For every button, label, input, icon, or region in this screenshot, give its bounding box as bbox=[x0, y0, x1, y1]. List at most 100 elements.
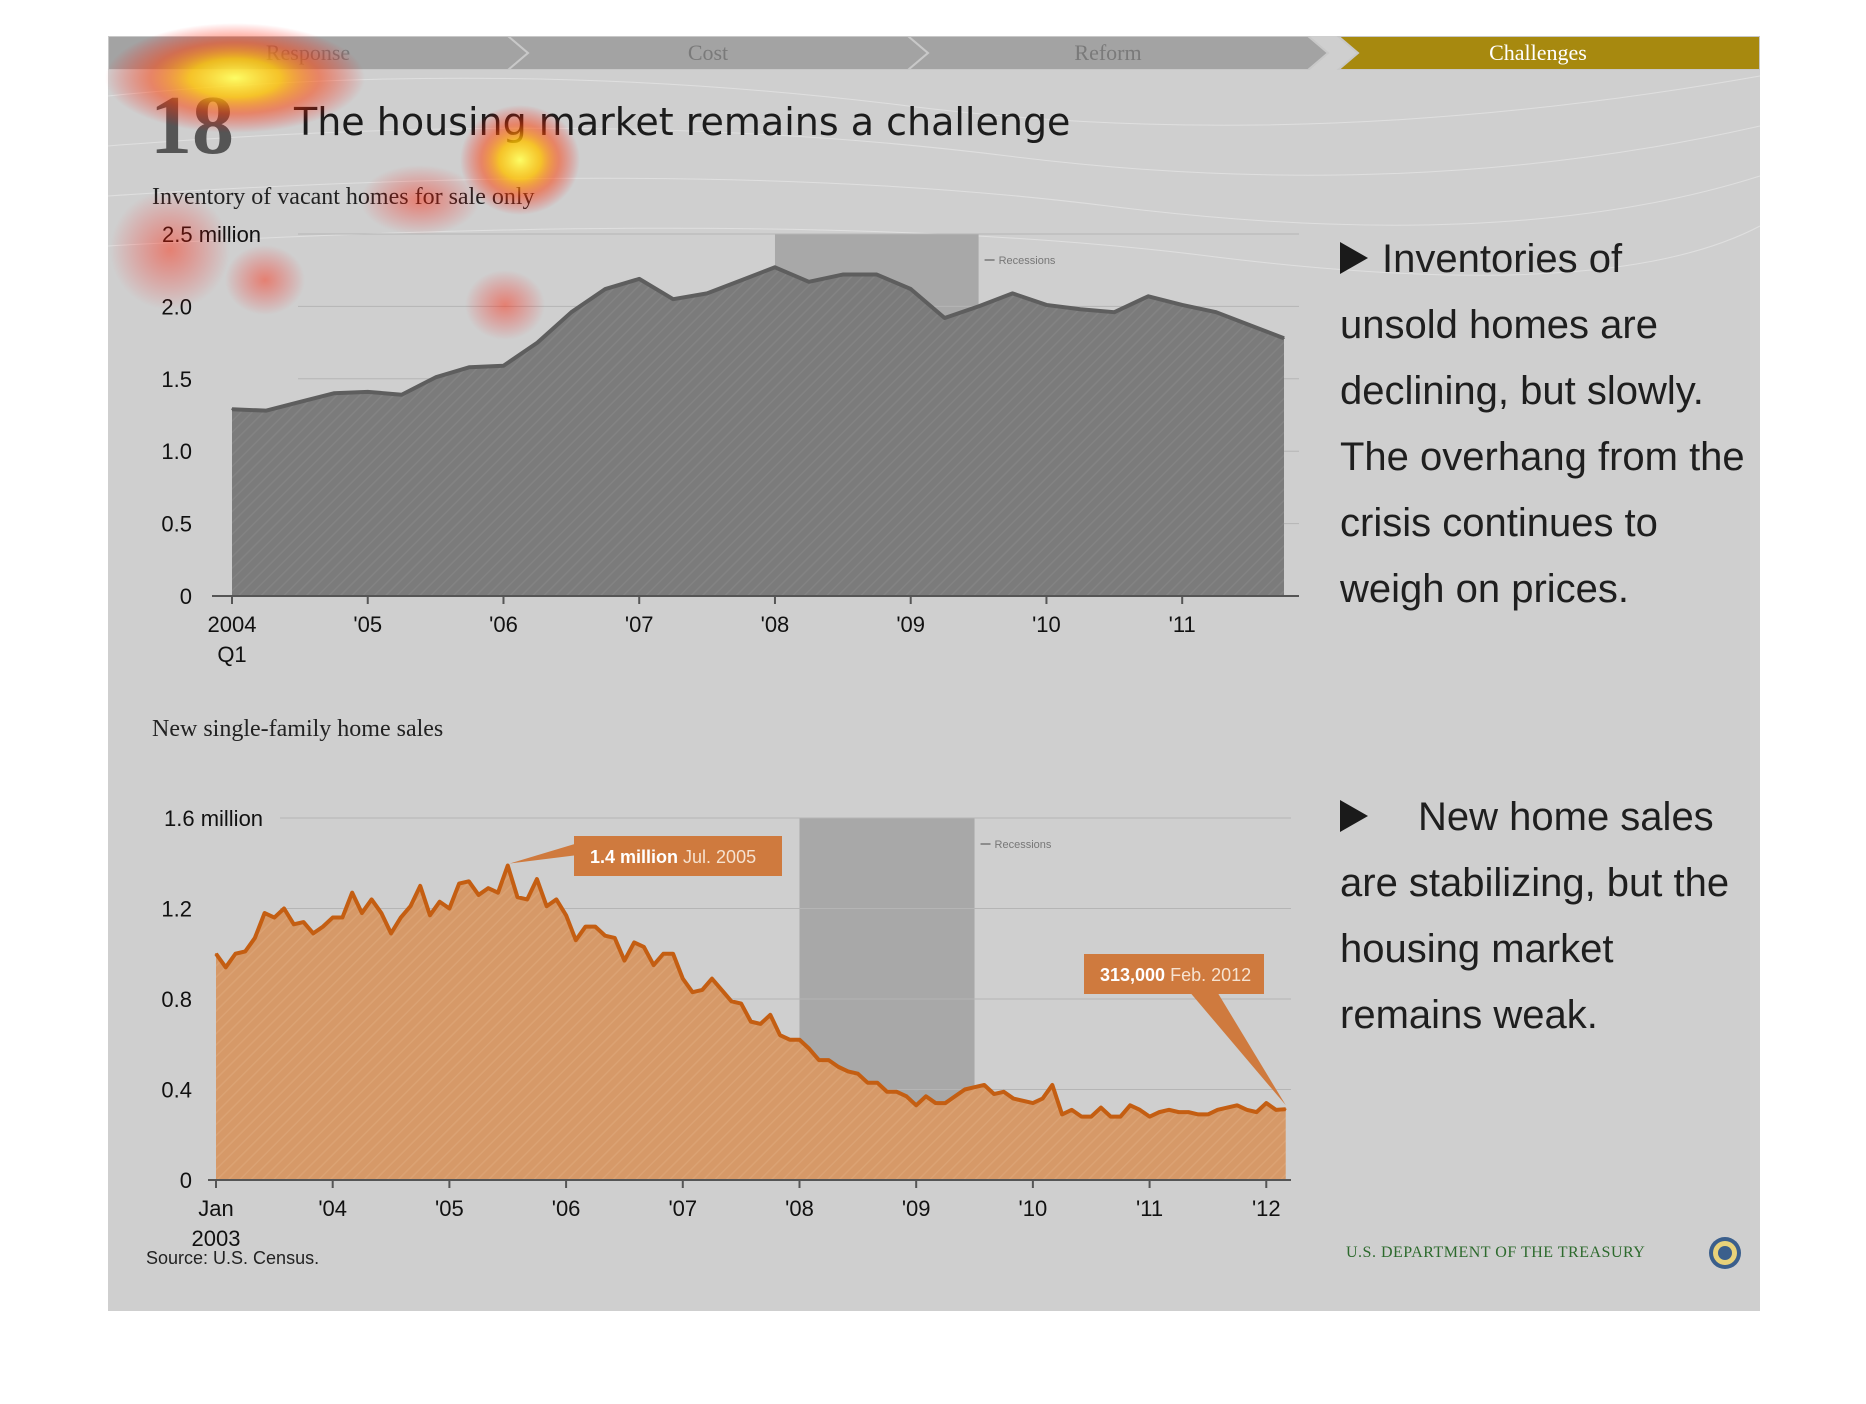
data-point bbox=[886, 1090, 888, 1093]
data-point bbox=[1187, 1111, 1190, 1113]
bullet-inventory: Inventories of unsold homes are declinin… bbox=[1340, 226, 1750, 622]
data-point bbox=[774, 266, 776, 269]
triangle-bullet-icon bbox=[1340, 800, 1368, 832]
y-tick-label: 0 bbox=[180, 1168, 192, 1193]
data-point bbox=[720, 989, 723, 991]
data-point bbox=[1246, 1109, 1248, 1111]
x-tick-label: '08 bbox=[785, 1196, 814, 1221]
data-point bbox=[857, 1072, 859, 1075]
treasury-wordmark: U.S. DEPARTMENT OF THE TREASURY bbox=[1346, 1244, 1646, 1261]
data-point bbox=[1100, 1106, 1102, 1109]
y-tick-label: 2.5 million bbox=[162, 222, 261, 247]
data-point bbox=[1197, 1113, 1200, 1116]
bullet-inventory-text: Inventories of unsold homes are declinin… bbox=[1340, 237, 1745, 611]
data-point bbox=[536, 878, 538, 880]
callout-peak bbox=[574, 836, 782, 876]
data-point bbox=[1236, 1104, 1238, 1107]
data-point bbox=[438, 900, 441, 903]
tab-response[interactable]: Response bbox=[265, 40, 351, 65]
callout-latest-date: Feb. 2012 bbox=[1170, 965, 1251, 985]
tab-challenges[interactable]: Challenges bbox=[1489, 40, 1587, 65]
data-point bbox=[613, 937, 616, 939]
data-point bbox=[361, 912, 363, 914]
data-point bbox=[575, 939, 577, 941]
data-point bbox=[390, 932, 392, 935]
data-point bbox=[231, 408, 233, 411]
data-point bbox=[643, 946, 645, 948]
data-point bbox=[429, 914, 431, 917]
data-point bbox=[1090, 1115, 1093, 1118]
data-point bbox=[570, 311, 573, 313]
series-area bbox=[232, 267, 1284, 596]
inventory-chart-title: Inventory of vacant homes for sale only bbox=[152, 184, 535, 210]
data-point bbox=[730, 1000, 733, 1003]
data-point bbox=[954, 1095, 956, 1098]
data-point bbox=[842, 273, 844, 276]
data-point bbox=[341, 916, 344, 919]
tab-reform[interactable]: Reform bbox=[1074, 40, 1142, 65]
data-point bbox=[1139, 1109, 1141, 1111]
data-point bbox=[1012, 1097, 1015, 1100]
data-point bbox=[1022, 1100, 1024, 1102]
callout-pointer bbox=[509, 843, 578, 864]
data-point bbox=[973, 1086, 976, 1089]
data-point bbox=[584, 925, 587, 928]
data-point bbox=[516, 896, 519, 898]
data-point bbox=[1079, 308, 1082, 311]
y-tick-label: 0.8 bbox=[161, 987, 192, 1012]
data-point bbox=[711, 977, 713, 980]
x-tick-label: '09 bbox=[896, 612, 925, 637]
data-point bbox=[1249, 324, 1251, 327]
data-point bbox=[706, 292, 708, 295]
sales-chart: 0 0.4 0.8 1.2 1.6 million Jan 2003 '04 '05 '06 '07… bbox=[161, 806, 1291, 1251]
x-tick-label: '12 bbox=[1252, 1196, 1281, 1221]
data-point bbox=[983, 1084, 986, 1086]
recession-legend-label: Recessions bbox=[995, 839, 1052, 851]
data-point bbox=[691, 991, 694, 994]
data-point bbox=[299, 401, 301, 403]
data-point bbox=[895, 1090, 898, 1093]
x-tick-label: Jan bbox=[198, 1196, 233, 1221]
data-point bbox=[876, 1081, 879, 1084]
data-point bbox=[283, 907, 285, 910]
tab-cost[interactable]: Cost bbox=[687, 40, 729, 65]
callout-peak-date: Jul. 2005 bbox=[683, 847, 756, 867]
data-point bbox=[1011, 292, 1014, 295]
data-point bbox=[1061, 1113, 1063, 1116]
data-point bbox=[964, 1088, 966, 1091]
callout-peak-text: 1.4 million Jul. 2005 bbox=[590, 847, 756, 867]
x-tick-label: '05 bbox=[353, 612, 382, 637]
data-point bbox=[536, 341, 539, 344]
callout-latest-value: 313,000 bbox=[1100, 965, 1170, 985]
data-point bbox=[565, 914, 567, 917]
data-point bbox=[1045, 304, 1048, 306]
data-point bbox=[1283, 337, 1285, 340]
y-tick-label: 1.0 bbox=[161, 439, 192, 464]
data-point bbox=[1109, 1115, 1112, 1118]
callout-latest bbox=[1084, 954, 1264, 994]
data-point bbox=[1158, 1111, 1161, 1113]
data-point bbox=[1168, 1109, 1170, 1111]
y-tick-label: 1.6 million bbox=[164, 806, 263, 831]
data-point bbox=[265, 409, 267, 412]
data-point bbox=[604, 934, 606, 937]
slide-title: The housing market remains a challenge bbox=[294, 100, 1071, 144]
callout-latest-text: 313,000 Feb. 2012 bbox=[1100, 965, 1251, 985]
x-tick-label: '07 bbox=[625, 612, 654, 637]
x-tick-label: '06 bbox=[552, 1196, 581, 1221]
x-tick-label: '08 bbox=[761, 612, 790, 637]
data-point bbox=[497, 891, 499, 894]
data-point bbox=[662, 952, 665, 955]
data-point bbox=[837, 1066, 840, 1068]
data-point bbox=[818, 1059, 820, 1061]
data-point bbox=[808, 1047, 811, 1050]
data-point bbox=[545, 905, 548, 908]
data-point bbox=[399, 916, 402, 919]
data-point bbox=[380, 912, 383, 914]
data-point bbox=[1226, 1106, 1229, 1109]
data-point bbox=[1002, 1090, 1005, 1093]
sales-chart-title: New single-family home sales bbox=[152, 716, 444, 742]
data-point bbox=[701, 989, 704, 991]
x-tick-label: Q1 bbox=[217, 642, 246, 667]
data-point bbox=[331, 916, 334, 919]
